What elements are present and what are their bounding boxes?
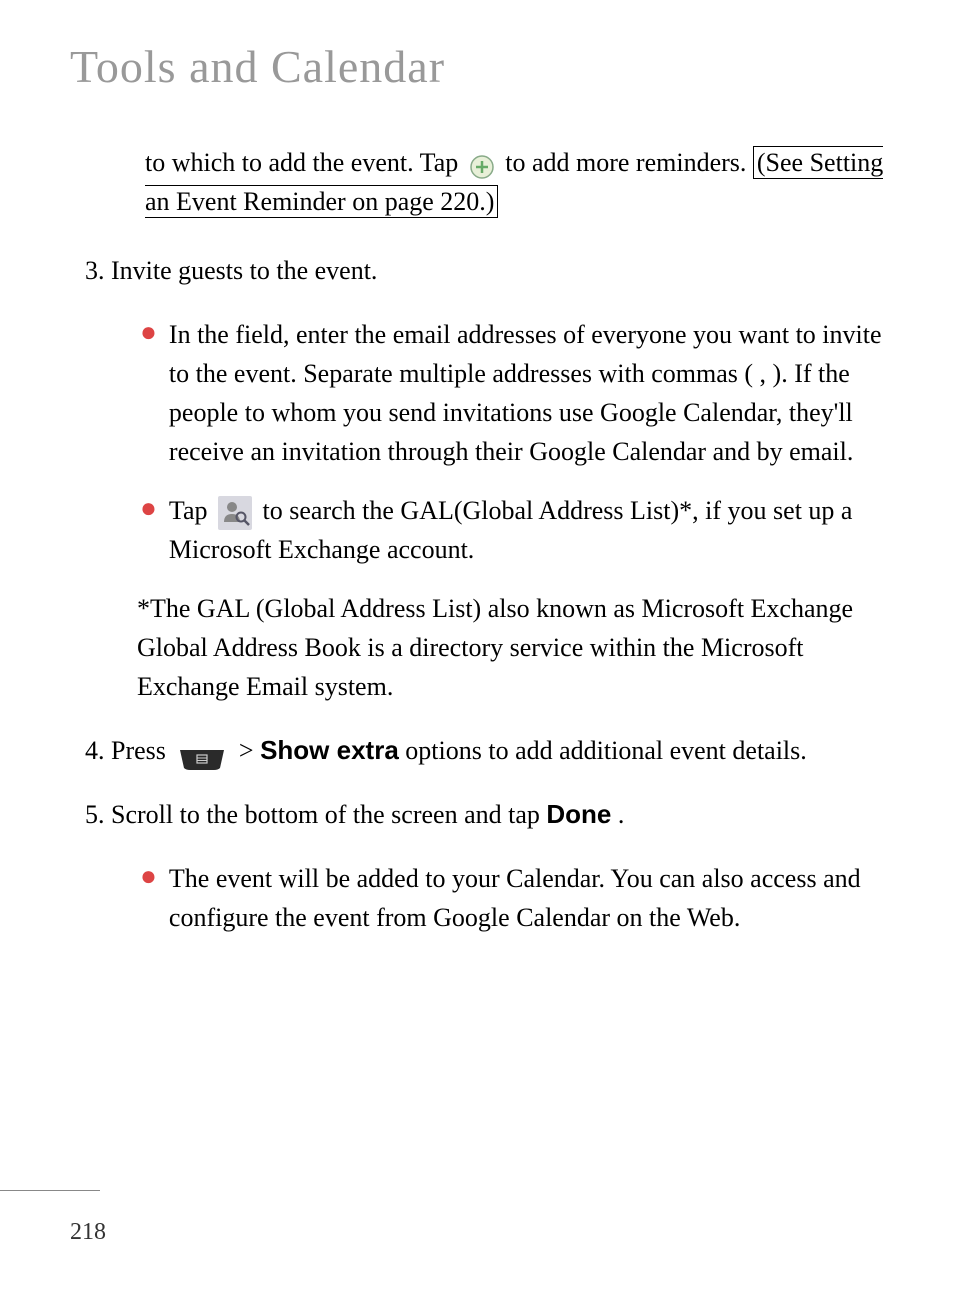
step5-prefix: 5. Scroll to the bottom of the screen an… — [85, 800, 546, 829]
bullet2-post: to search the GAL(Global Address List)*,… — [169, 496, 853, 564]
step-3-bullets: ● In the field, enter the email addresse… — [70, 315, 884, 706]
bullet-icon: ● — [140, 491, 157, 527]
step4-bold: Show extra — [260, 735, 399, 765]
page-number: 218 — [70, 1219, 106, 1246]
step4-mid: > — [239, 736, 260, 765]
bullet-icon: ● — [140, 315, 157, 351]
page-number-divider — [0, 1190, 100, 1191]
bullet2-pre: Tap — [169, 496, 214, 525]
step-5-bullets: ● The event will be added to your Calend… — [70, 859, 884, 937]
step4-prefix: 4. Press — [85, 736, 172, 765]
people-search-icon — [218, 496, 252, 530]
step-5: 5. Scroll to the bottom of the screen an… — [70, 795, 884, 834]
gal-note: *The GAL (Global Address List) also know… — [125, 589, 884, 706]
menu-button-icon — [178, 742, 226, 764]
plus-icon — [469, 152, 495, 178]
continuation-pre: to which to add the event. Tap — [145, 148, 465, 177]
step5-bold: Done — [546, 799, 611, 829]
step4-suffix: options to add additional event details. — [405, 736, 806, 765]
step-3: 3. Invite guests to the event. — [70, 251, 884, 290]
bullet-item: ● The event will be added to your Calend… — [125, 859, 884, 937]
page-content: to which to add the event. Tap to add mo… — [70, 143, 884, 937]
bullet-text: The event will be added to your Calendar… — [169, 859, 884, 937]
bullet-item: ● Tap to search the GAL(Global Address L… — [125, 491, 884, 569]
step5-suffix: . — [618, 800, 625, 829]
bullet-text: In the field, enter the email addresses … — [169, 315, 884, 471]
continuation-post: to add more reminders. — [505, 148, 753, 177]
bullet-item: ● In the field, enter the email addresse… — [125, 315, 884, 471]
step-4: 4. Press > Show extra options to add add… — [70, 731, 884, 770]
chapter-title: Tools and Calendar — [70, 40, 884, 93]
bullet-text: Tap to search the GAL(Global Address Lis… — [169, 491, 884, 569]
bullet-icon: ● — [140, 859, 157, 895]
continuation-text: to which to add the event. Tap to add mo… — [70, 143, 884, 221]
